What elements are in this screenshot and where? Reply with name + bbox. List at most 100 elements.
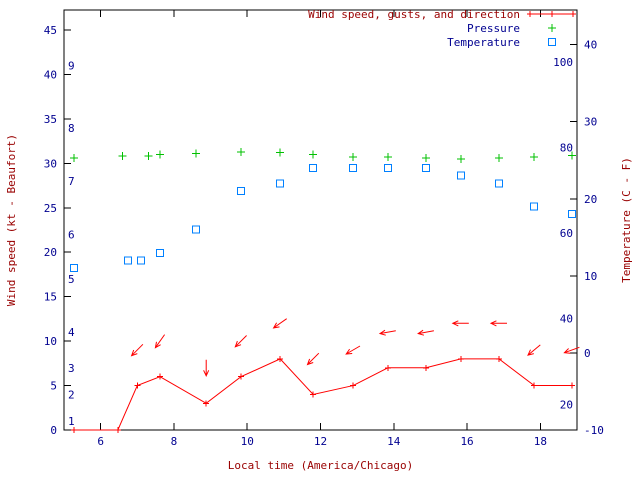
wind_speed-marker: [277, 355, 284, 362]
wind-direction-arrow: [154, 334, 166, 349]
fahrenheit-scale-label: 100: [553, 56, 573, 69]
y-tick-label: 35: [44, 113, 57, 126]
wind_speed-marker: [157, 373, 164, 380]
x-tick-label: 18: [534, 435, 547, 448]
pressure-marker: [276, 148, 285, 157]
wind-direction-arrow: [345, 345, 361, 355]
y2-tick-label: 40: [584, 39, 597, 52]
y2-tick-label: 0: [584, 347, 591, 360]
pressure-marker: [349, 153, 358, 162]
x-tick-label: 10: [241, 435, 254, 448]
pressure-marker: [69, 154, 78, 162]
beaufort-scale-label: 6: [68, 228, 75, 241]
y-tick-label: 30: [44, 157, 57, 170]
temperature-marker: [383, 163, 392, 172]
wind_speed-marker: [70, 427, 77, 433]
temperature-marker: [422, 163, 431, 172]
temperature-marker: [156, 248, 165, 257]
temperature-marker: [236, 187, 245, 196]
y-tick-label: 0: [50, 424, 57, 437]
y2-tick-label: 10: [584, 270, 597, 283]
temperature-marker: [567, 210, 576, 219]
pressure-marker: [118, 152, 127, 161]
x-tick-label: 6: [97, 435, 104, 448]
wind_speed-marker: [568, 382, 575, 389]
x-tick-label: 12: [314, 435, 327, 448]
y-tick-label: 15: [44, 291, 57, 304]
wind_speed-marker: [114, 427, 121, 433]
beaufort-scale-label: 2: [68, 388, 75, 401]
y-tick-label: 40: [44, 68, 57, 81]
temperature-marker: [69, 264, 78, 273]
wind-direction-arrow: [378, 329, 396, 336]
pressure-marker: [156, 150, 165, 159]
y-tick-label: 5: [50, 380, 57, 393]
pressure-marker: [530, 153, 539, 162]
fahrenheit-scale-label: 20: [560, 398, 573, 411]
pressure-marker: [191, 149, 200, 158]
temperature-marker: [309, 163, 318, 172]
y2-axis-title: Temperature (C - F): [620, 157, 633, 283]
wind-direction-arrow: [272, 318, 287, 329]
pressure-marker: [422, 154, 431, 162]
wind-direction-arrow: [489, 320, 507, 327]
y2-tick-label: 20: [584, 193, 597, 206]
y2-tick-label: 30: [584, 116, 597, 129]
wind-direction-arrow: [527, 344, 541, 356]
beaufort-scale-label: 8: [68, 122, 75, 135]
y-tick-label: 25: [44, 202, 57, 215]
wind_speed-marker: [495, 355, 502, 362]
plot-border: [63, 9, 578, 431]
wind_speed-marker: [384, 364, 391, 371]
pressure-marker: [383, 153, 392, 162]
wind_speed-marker: [203, 400, 210, 407]
temperature-marker: [494, 179, 503, 188]
wind_speed-marker: [457, 355, 464, 362]
wind_speed-marker: [350, 382, 357, 389]
wind_speed-marker: [134, 382, 141, 389]
legend-sample-plus: [549, 11, 555, 17]
wind-direction-arrow: [563, 346, 580, 354]
fahrenheit-scale-label: 60: [560, 227, 573, 240]
temperature-marker: [530, 202, 539, 211]
beaufort-scale-label: 3: [68, 362, 75, 375]
wind_speed-marker: [310, 391, 317, 398]
wind_speed-marker: [423, 364, 430, 371]
wind-direction-arrow: [130, 343, 144, 357]
legend-sample-plus: [548, 24, 556, 32]
pressure-marker: [236, 147, 245, 156]
wind-direction-arrow: [203, 359, 210, 377]
fahrenheit-scale-label: 40: [560, 313, 573, 326]
legend-label-temperature: Temperature: [447, 36, 520, 49]
pressure-marker: [494, 154, 503, 162]
beaufort-scale-label: 9: [68, 60, 75, 73]
y-tick-label: 20: [44, 246, 57, 259]
beaufort-scale-label: 1: [68, 415, 75, 428]
fahrenheit-scale-label: 80: [560, 141, 573, 154]
legend-label-wind_speed: Wind speed, gusts, and direction: [308, 8, 520, 21]
wind_speed-marker: [237, 373, 244, 380]
temperature-marker: [124, 256, 133, 265]
wind-direction-arrow: [417, 329, 434, 336]
wind-direction-arrow: [451, 320, 469, 327]
y-tick-label: 10: [44, 335, 57, 348]
wind_speed-marker: [531, 382, 538, 389]
x-tick-label: 14: [387, 435, 401, 448]
wind-direction-arrow: [234, 335, 247, 348]
x-tick-label: 16: [460, 435, 473, 448]
y-tick-label: 45: [44, 24, 57, 37]
legend-label-pressure: Pressure: [467, 22, 520, 35]
temperature-marker: [349, 163, 358, 172]
temperature-marker: [276, 179, 285, 188]
wind-direction-arrow: [306, 352, 320, 366]
y-axis-title: Wind speed (kt - Beaufort): [5, 134, 18, 306]
pressure-marker: [309, 150, 318, 159]
beaufort-scale-label: 7: [68, 175, 75, 188]
beaufort-scale-label: 4: [68, 326, 75, 339]
temperature-marker: [136, 256, 145, 265]
pressure-marker: [456, 154, 465, 163]
temperature-marker: [191, 225, 200, 234]
legend-sample-plus: [527, 11, 533, 17]
